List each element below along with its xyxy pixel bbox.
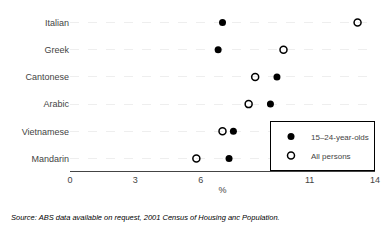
svg-text:11: 11 [305, 175, 314, 185]
svg-text:Arabic: Arabic [43, 99, 69, 109]
svg-text:15–24-year-olds: 15–24-year-olds [311, 133, 369, 142]
svg-text:6: 6 [198, 175, 203, 185]
svg-text:14: 14 [370, 175, 380, 185]
svg-text:Source: ABS data available on: Source: ABS data available on request, 2… [11, 213, 280, 222]
svg-text:3: 3 [133, 175, 138, 185]
svg-text:Greek: Greek [44, 45, 69, 55]
svg-text:Italian: Italian [45, 18, 69, 28]
svg-text:Vietnamese: Vietnamese [22, 127, 69, 137]
svg-text:0: 0 [67, 175, 72, 185]
svg-text:Mandarin: Mandarin [31, 154, 69, 164]
svg-text:%: % [218, 185, 226, 195]
svg-text:All persons: All persons [311, 152, 351, 161]
svg-text:Cantonese: Cantonese [25, 72, 69, 82]
